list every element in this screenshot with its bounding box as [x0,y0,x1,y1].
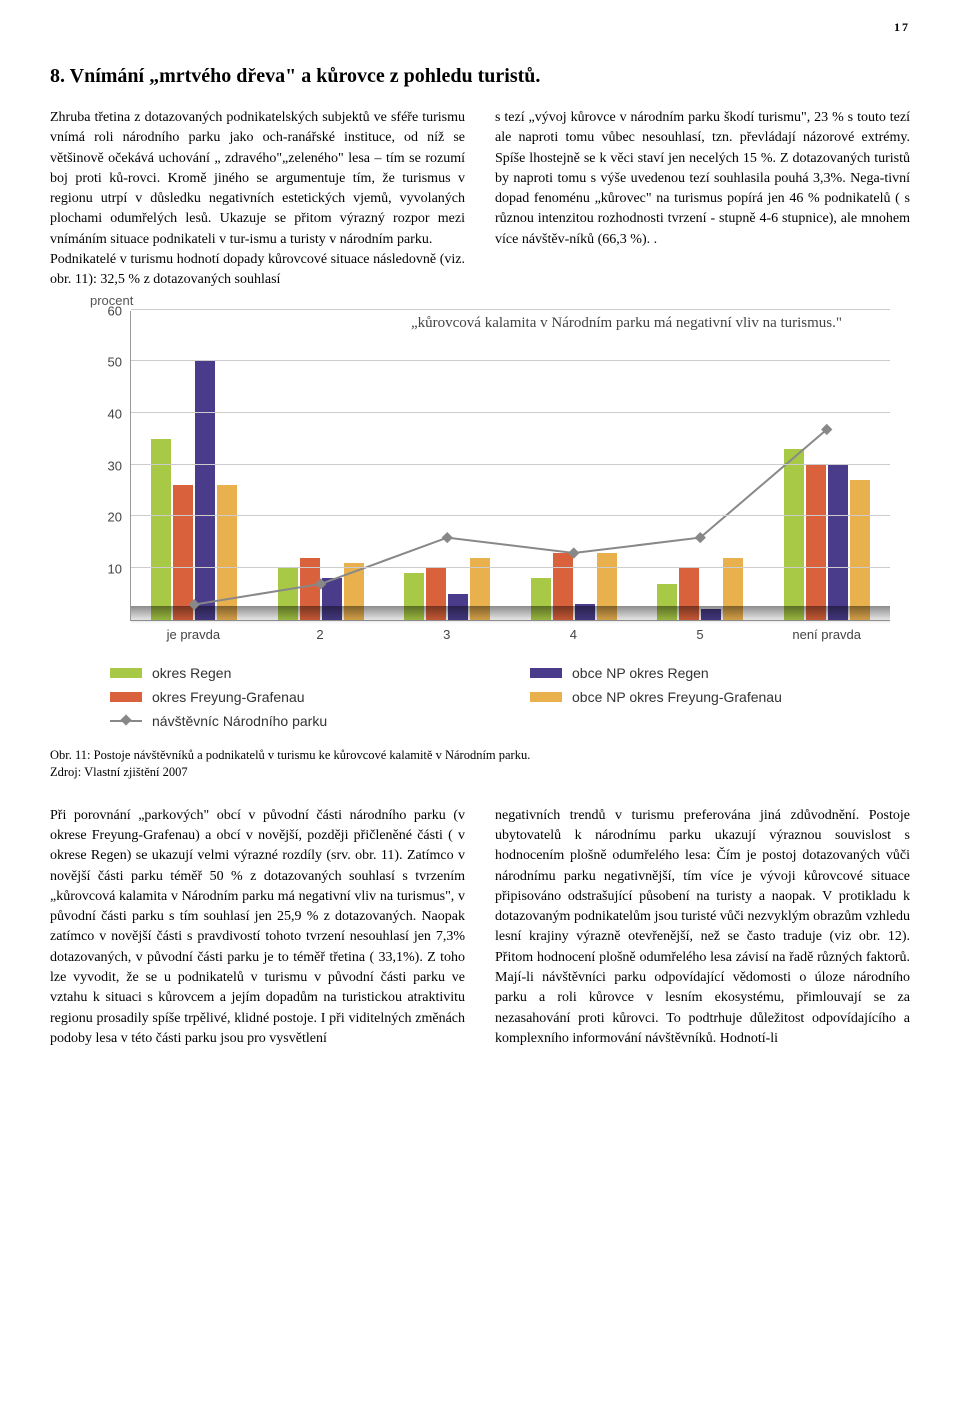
bar-np_regen [701,609,721,619]
x-tick-label: je pravda [130,627,257,651]
bar-freyung [173,485,193,619]
paragraph: Při porovnání „parkových" obcí v původní… [50,806,465,1050]
bar-regen [151,439,171,620]
legend-label: okres Regen [152,665,231,681]
bar-groups [131,311,890,620]
legend-item-freyung: okres Freyung-Grafenau [110,689,490,705]
bar-group [637,311,764,620]
figure-caption: Obr. 11: Postoje návštěvníků a podnikate… [50,747,910,782]
bar-regen [657,584,677,620]
paragraph: Podnikatelé v turismu hodnotí dopady kůr… [50,250,465,291]
chart-plot: „kůrovcová kalamita v Národním parku má … [130,311,890,621]
legend-label: obce NP okres Freyung-Grafenau [572,689,782,705]
bar-freyung [426,568,446,620]
x-axis-labels: je pravda2345není pravda [130,627,890,651]
legend-item-np_regen: obce NP okres Regen [530,665,910,681]
bar-np_freyung [850,480,870,620]
y-tick: 20 [108,510,122,525]
legend-label: okres Freyung-Grafenau [152,689,305,705]
caption-source: Zdroj: Vlastní zjištění 2007 [50,764,910,782]
paragraph: s tezí „vývoj kůrovce v národním parku š… [495,108,910,250]
intro-columns: Zhruba třetina z dotazovaných podnikatel… [50,108,910,291]
bar-regen [278,568,298,620]
y-tick: 50 [108,355,122,370]
bar-np_regen [575,604,595,620]
legend-item-np_freyung: obce NP okres Freyung-Grafenau [530,689,910,705]
y-tick: 30 [108,458,122,473]
y-tick: 40 [108,407,122,422]
legend-swatch [530,692,562,702]
legend-label: návštěvníc Národního parku [152,713,327,729]
chart-area: procent 102030405060 „kůrovcová kalamita… [90,311,890,651]
bar-np_regen [322,578,342,619]
caption-text: Obr. 11: Postoje návštěvníků a podnikate… [50,747,910,765]
legend-swatch-line [110,720,142,722]
bar-group [384,311,511,620]
bar-np_freyung [597,553,617,620]
page-number: 17 [50,20,910,35]
body-columns: Při porovnání „parkových" obcí v původní… [50,806,910,1050]
legend-label: obce NP okres Regen [572,665,709,681]
x-tick-label: 3 [383,627,510,651]
bar-freyung [679,568,699,620]
bar-regen [531,578,551,619]
bar-np_regen [448,594,468,620]
chart-figure-11: procent 102030405060 „kůrovcová kalamita… [50,311,910,729]
y-axis: 102030405060 [90,311,130,621]
legend-swatch [530,668,562,678]
legend-swatch [110,668,142,678]
bar-freyung [553,553,573,620]
bar-freyung [806,465,826,620]
y-tick: 10 [108,562,122,577]
chart-legend: okres Regen obce NP okres Regen okres Frey… [110,665,910,729]
bar-group [764,311,891,620]
legend-item-visitor: návštěvníc Národního parku [110,713,490,729]
bar-group [258,311,385,620]
x-tick-label: není pravda [763,627,890,651]
x-tick-label: 2 [257,627,384,651]
x-tick-label: 5 [637,627,764,651]
legend-swatch [110,692,142,702]
bar-np_freyung [344,563,364,620]
section-heading: 8. Vnímání „mrtvého dřeva" a kůrovce z p… [50,65,910,88]
bar-regen [784,449,804,620]
bar-np_regen [195,361,215,619]
y-tick: 60 [108,303,122,318]
bar-np_freyung [217,485,237,619]
bar-np_regen [828,465,848,620]
bar-group [511,311,638,620]
x-tick-label: 4 [510,627,637,651]
legend-item-regen: okres Regen [110,665,490,681]
paragraph: Zhruba třetina z dotazovaných podnikatel… [50,108,465,250]
bar-regen [404,573,424,620]
paragraph: negativních trendů v turismu preferována… [495,806,910,1050]
bar-group [131,311,258,620]
